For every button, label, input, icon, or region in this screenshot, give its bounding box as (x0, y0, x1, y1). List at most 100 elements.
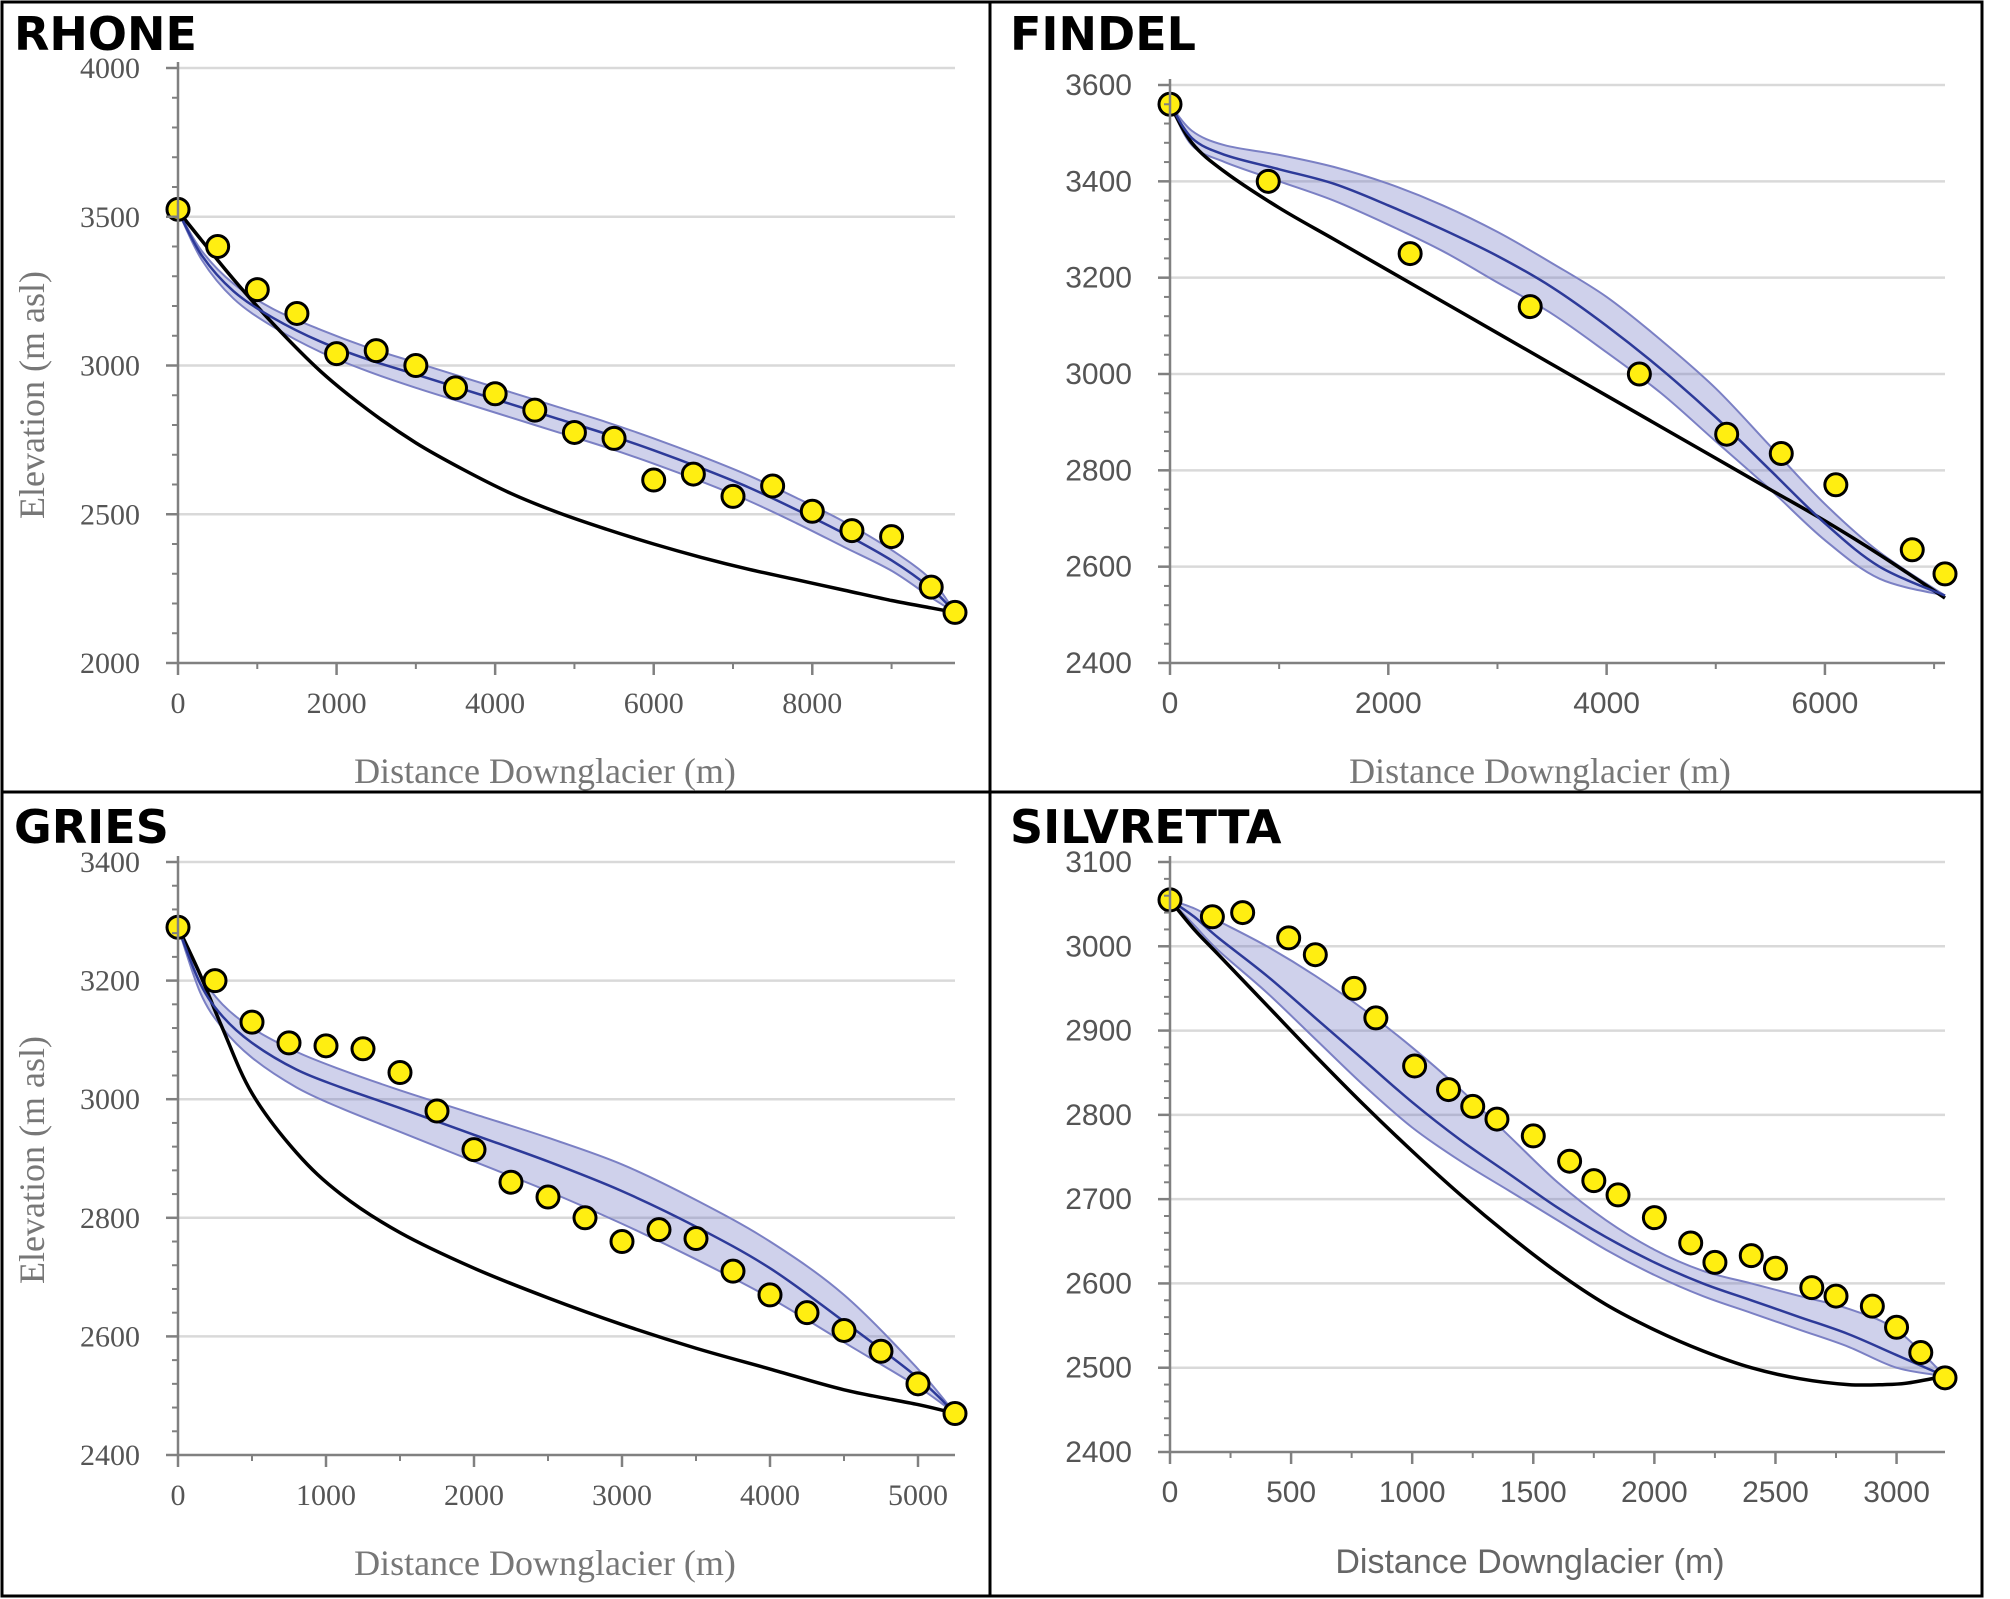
y-tick-label: 3200 (80, 965, 140, 998)
observed-point (1908, 1340, 1934, 1366)
band-upper-edge (177, 926, 956, 1415)
x-tick-label: 2000 (1355, 687, 1422, 720)
observed-point (482, 381, 508, 407)
observed-point (1255, 168, 1281, 194)
observed-point (942, 1400, 968, 1426)
x-tick-label: 0 (1162, 687, 1179, 720)
axes (166, 856, 955, 1467)
observed-point (601, 425, 627, 451)
y-tick-label: 2400 (1065, 647, 1132, 680)
y-tick-label: 3100 (1065, 846, 1132, 879)
observed-point (387, 1060, 413, 1086)
y-tick-label: 2600 (1065, 551, 1132, 584)
observed-point (1397, 241, 1423, 267)
y-tick-label: 2400 (1065, 1436, 1132, 1469)
model-profile-line (1168, 103, 1946, 597)
observed-point (1605, 1182, 1631, 1208)
observed-point (683, 1226, 709, 1252)
model-line (1168, 103, 1946, 597)
x-tick-label: 6000 (1792, 687, 1859, 720)
chart-panel-gries: 2400 2600 2800 3000 3200 3400 0 1000 2000 3000 400… (12, 800, 968, 1583)
observed-point (1641, 1205, 1667, 1231)
observed-point (1859, 1293, 1885, 1319)
x-tick-label: 500 (1266, 1476, 1316, 1509)
tick-labels: 2400 2600 2800 3000 3200 3400 3600 0 2000 4000 600… (1065, 69, 1858, 720)
y-tick-label: 2800 (1065, 454, 1132, 487)
baseline-profile-line (176, 209, 956, 615)
observed-point (1341, 975, 1367, 1001)
x-tick-label: 2000 (1621, 1476, 1688, 1509)
band-lower-edge (177, 926, 956, 1415)
x-tick-label: 0 (1162, 1476, 1179, 1509)
observed-point (276, 1030, 302, 1056)
x-axis-label: Distance Downglacier (m) (1335, 1543, 1724, 1581)
y-tick-label: 2400 (80, 1439, 140, 1472)
observed-point (1823, 1283, 1849, 1309)
y-tick-label: 3500 (80, 201, 140, 234)
x-tick-label: 2000 (444, 1479, 504, 1512)
grid-lines (178, 860, 955, 1338)
observed-point (868, 1338, 894, 1364)
observed-point (1714, 421, 1740, 447)
observed-point (1799, 1275, 1825, 1301)
axes (1158, 79, 1945, 675)
y-tick-label: 2900 (1065, 1015, 1132, 1048)
y-tick-label: 2600 (1065, 1267, 1132, 1300)
observed-point (757, 1282, 783, 1308)
y-tick-label: 2800 (80, 1202, 140, 1235)
band-upper-edge (1169, 103, 1946, 597)
tick-labels: 2400 2600 2800 3000 3200 3400 0 1000 2000 3000 400… (80, 846, 948, 1512)
observed-point (1557, 1148, 1583, 1174)
model-line (176, 926, 956, 1415)
x-tick-label: 3000 (1863, 1476, 1930, 1509)
observed-point (284, 300, 310, 326)
chart-title: GRIES (14, 800, 169, 854)
observed-point (1520, 1123, 1546, 1149)
tick-labels: 2400 2500 2600 2700 2800 2900 3000 3100 0 500 1000… (1065, 846, 1930, 1509)
observed-point (1484, 1106, 1510, 1132)
baseline-profile-line (1168, 898, 1946, 1387)
y-tick-label: 3000 (80, 350, 140, 383)
baseline-profile-line (176, 926, 956, 1416)
observed-point (760, 473, 786, 499)
observed-point (205, 234, 231, 259)
tick-labels: 2000 2500 3000 3500 4000 0 2000 4000 6000 8000 (80, 52, 842, 720)
y-tick-label: 3000 (1065, 930, 1132, 963)
chart-panel-findel: 2400 2600 2800 3000 3200 3400 3600 0 2000 4000 600… (1010, 7, 1958, 791)
observed-point (720, 483, 746, 509)
observed-point (680, 461, 706, 487)
observed-point (202, 968, 228, 994)
panel-frame-silvretta (988, 790, 1984, 1598)
observed-point (324, 341, 350, 367)
observed-point (831, 1317, 857, 1343)
x-tick-label: 4000 (465, 687, 525, 720)
baseline-profile-line (1168, 103, 1946, 600)
observed-point (1932, 561, 1958, 587)
y-tick-label: 2000 (80, 647, 140, 680)
observed-point (799, 498, 825, 524)
observed-point (1678, 1230, 1704, 1256)
y-tick-label: 4000 (80, 52, 140, 85)
observed-point (561, 419, 587, 445)
observed-point (1702, 1249, 1728, 1275)
x-tick-label: 6000 (624, 687, 684, 720)
observed-point (1823, 472, 1849, 498)
y-tick-label: 2600 (80, 1320, 140, 1353)
x-axis-label: Distance Downglacier (m) (1349, 751, 1731, 791)
x-tick-label: 8000 (782, 687, 842, 720)
observed-point (350, 1036, 376, 1062)
observed-point (461, 1137, 487, 1163)
observed-point (646, 1217, 672, 1243)
observed-point (905, 1371, 931, 1397)
observed-point (535, 1184, 561, 1210)
x-tick-label: 4000 (1573, 687, 1640, 720)
axes (166, 62, 955, 675)
chart-panel-rhone: 2000 2500 3000 3500 4000 0 2000 4000 6000 8000 RH… (12, 7, 968, 791)
observed-point (244, 277, 270, 303)
observed-point (839, 518, 865, 544)
chart-panel-silvretta: 2400 2500 2600 2700 2800 2900 3000 3100 0 500 1000… (1010, 800, 1958, 1581)
band-area (178, 210, 955, 613)
x-tick-label: 3000 (592, 1479, 652, 1512)
observed-point (641, 467, 667, 493)
